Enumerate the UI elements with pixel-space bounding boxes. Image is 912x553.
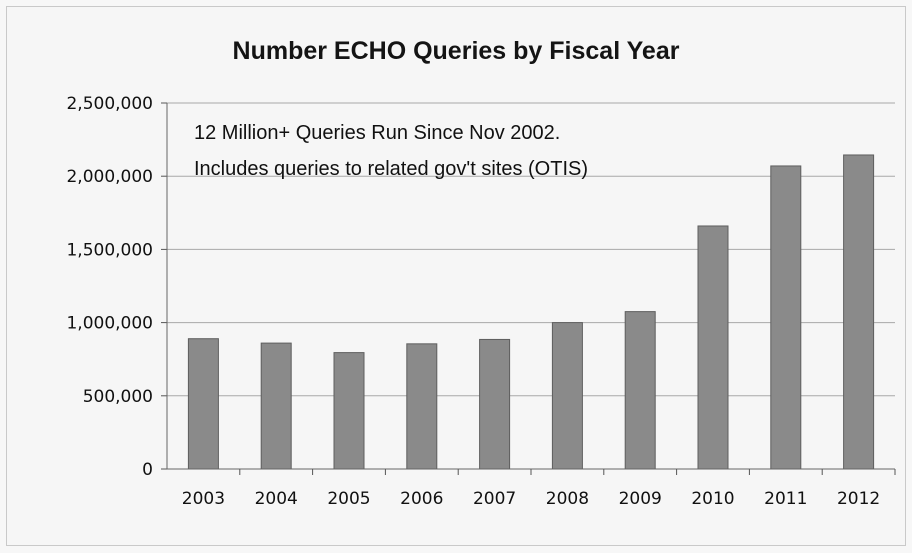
bar-2011 xyxy=(770,165,802,470)
bar-2004 xyxy=(260,342,292,470)
bar-2009 xyxy=(624,311,656,470)
y-tick-label: 2,500,000 xyxy=(66,94,153,114)
y-tick-label: 1,000,000 xyxy=(66,314,153,334)
annotation-line-2: Includes queries to related gov't sites … xyxy=(194,158,588,180)
bar-2010 xyxy=(697,225,729,470)
chart-frame: Number ECHO Queries by Fiscal Year 0 500,… xyxy=(6,6,906,546)
x-tick-label: 2011 xyxy=(764,489,807,509)
bar-2012 xyxy=(843,154,875,470)
bar-2006 xyxy=(406,343,438,470)
x-tick-label: 2010 xyxy=(691,489,734,509)
x-tick-label: 2008 xyxy=(546,489,589,509)
y-tick-label: 2,000,000 xyxy=(66,167,153,187)
bar-chart: Number ECHO Queries by Fiscal Year 0 500,… xyxy=(66,37,896,509)
y-tick-label: 0 xyxy=(142,460,153,480)
y-tick-label: 1,500,000 xyxy=(66,240,153,260)
bars xyxy=(187,154,875,470)
x-tick-label: 2012 xyxy=(837,489,880,509)
x-tick-label: 2009 xyxy=(619,489,662,509)
y-tick-labels: 0 500,000 1,000,000 1,500,000 2,000,000 2,500… xyxy=(66,94,153,480)
x-tick-label: 2004 xyxy=(255,489,298,509)
x-tick-label: 2006 xyxy=(400,489,443,509)
bar-2008 xyxy=(551,322,583,470)
axes xyxy=(161,102,896,475)
bar-2005 xyxy=(333,352,365,470)
x-tick-label: 2005 xyxy=(327,489,370,509)
annotation-line-1: 12 Million+ Queries Run Since Nov 2002. xyxy=(194,122,560,144)
y-tick-label: 500,000 xyxy=(83,387,153,407)
x-tick-label: 2003 xyxy=(182,489,225,509)
x-tick-label: 2007 xyxy=(473,489,516,509)
chart-title: Number ECHO Queries by Fiscal Year xyxy=(233,37,680,65)
x-tick-labels: 2003 2004 2005 2006 2007 2008 2009 2010 2011 2012 xyxy=(182,489,880,509)
bar-2007 xyxy=(479,338,511,470)
bar-2003 xyxy=(187,338,219,470)
